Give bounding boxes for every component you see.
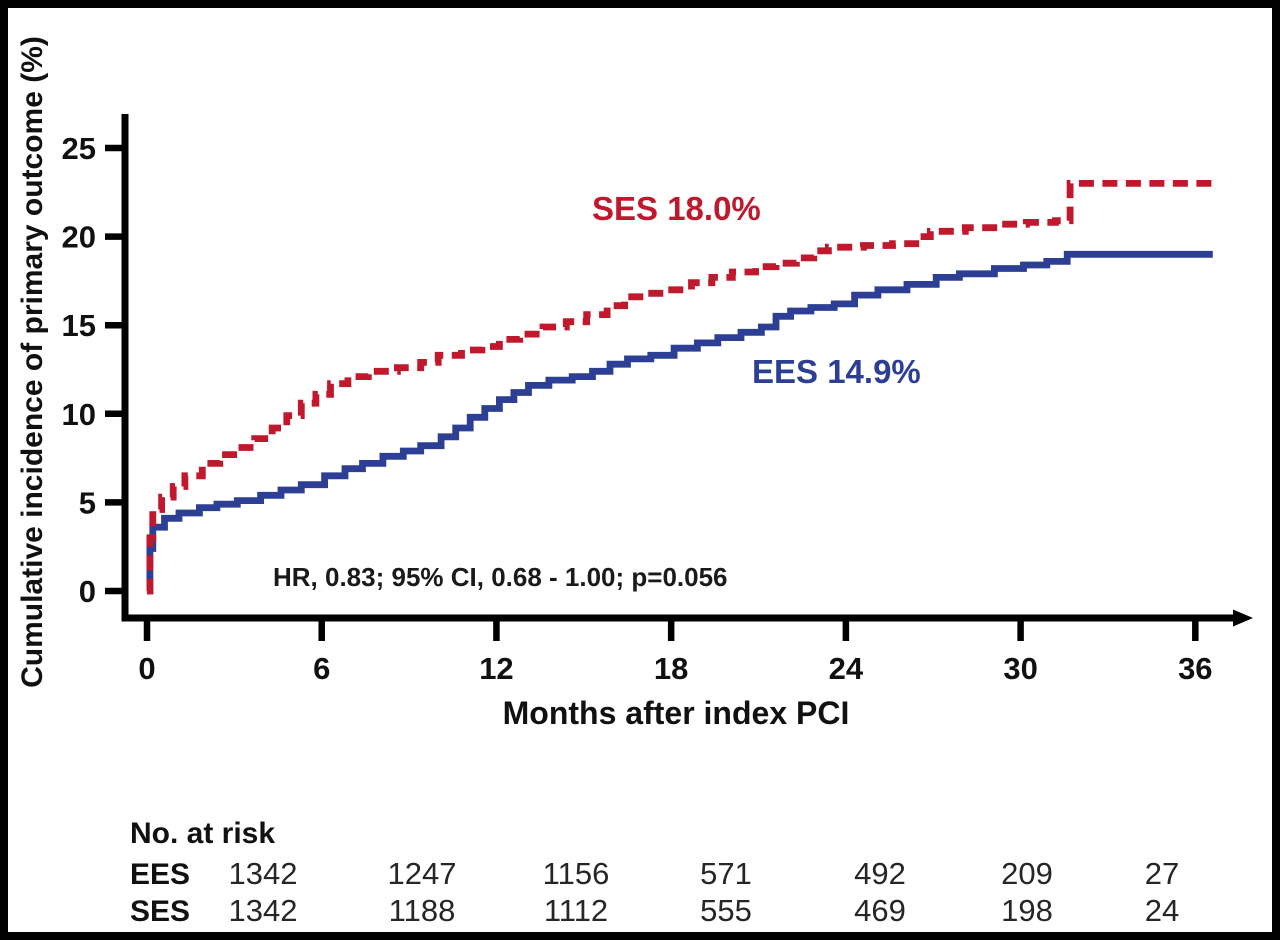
risk-value-ees-18: 571 bbox=[700, 856, 752, 891]
risk-value-ses-6: 1188 bbox=[389, 893, 456, 928]
y-tick-label: 20 bbox=[62, 220, 96, 255]
ees-curve bbox=[146, 250, 1213, 595]
x-axis-title: Months after index PCI bbox=[503, 695, 850, 731]
x-axis-arrow-tip bbox=[1233, 609, 1253, 627]
risk-value-ses-36: 24 bbox=[1145, 893, 1179, 928]
risk-value-ses-30: 198 bbox=[1001, 893, 1053, 928]
risk-table: No. at risk EES 1342 1247 1156 571 492 209 27 SE… bbox=[130, 817, 1179, 928]
x-tick-label: 0 bbox=[138, 651, 155, 686]
y-tick-label: 5 bbox=[79, 485, 96, 520]
y-tick-label: 0 bbox=[79, 574, 96, 609]
risk-value-ses-24: 469 bbox=[854, 893, 906, 928]
x-tick-label: 6 bbox=[313, 651, 330, 686]
x-tick-label: 36 bbox=[1178, 651, 1212, 686]
y-axis: 0 5 10 15 20 25 Cumulative incidence of prima… bbox=[16, 36, 129, 688]
risk-table-title: No. at risk bbox=[130, 817, 275, 850]
ees-curve-label: EES 14.9% bbox=[752, 353, 921, 390]
ses-curve-label: SES 18.0% bbox=[592, 190, 761, 227]
risk-value-ees-24: 492 bbox=[854, 856, 906, 891]
y-axis-title: Cumulative incidence of primary outcome … bbox=[16, 36, 49, 688]
risk-value-ses-18: 555 bbox=[700, 893, 752, 928]
risk-row-label-ses: SES bbox=[130, 895, 190, 928]
y-tick-label: 25 bbox=[62, 131, 96, 166]
risk-value-ees-6: 1247 bbox=[388, 856, 457, 891]
x-axis: 0 6 12 18 24 30 36 Months after index PCI bbox=[121, 609, 1253, 731]
risk-row-label-ees: EES bbox=[130, 858, 190, 891]
risk-value-ees-0: 1342 bbox=[229, 856, 298, 891]
risk-value-ees-36: 27 bbox=[1145, 856, 1179, 891]
risk-value-ses-12: 1112 bbox=[544, 893, 608, 928]
x-tick-label: 30 bbox=[1003, 651, 1037, 686]
ses-curve bbox=[146, 180, 1213, 595]
risk-value-ses-0: 1342 bbox=[229, 893, 298, 928]
y-tick-label: 10 bbox=[62, 397, 96, 432]
plot-area bbox=[146, 180, 1213, 595]
x-tick-label: 12 bbox=[479, 651, 513, 686]
risk-value-ees-30: 209 bbox=[1001, 856, 1053, 891]
risk-value-ees-12: 1156 bbox=[543, 856, 610, 891]
y-tick-label: 15 bbox=[62, 308, 96, 343]
y-tick-group: 0 5 10 15 20 25 bbox=[62, 131, 122, 609]
hazard-ratio-annotation: HR, 0.83; 95% CI, 0.68 - 1.00; p=0.056 bbox=[273, 562, 728, 592]
x-tick-group: 0 6 12 18 24 30 36 bbox=[138, 621, 1213, 686]
x-tick-label: 24 bbox=[829, 651, 864, 686]
x-tick-label: 18 bbox=[654, 651, 688, 686]
